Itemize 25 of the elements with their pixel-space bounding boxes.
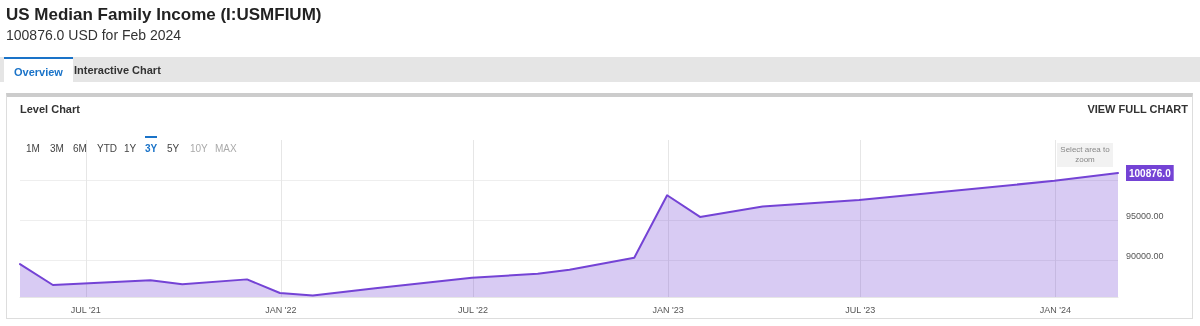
annotation: 3M	[50, 143, 64, 154]
chart-title: US Median Family Income (I:USMFIUM)	[6, 5, 322, 25]
x-tick-label: JUL '21	[70, 304, 101, 315]
annotation: 100876.0	[1129, 167, 1172, 179]
annotation: 6M	[73, 143, 87, 154]
text: Level Chart	[20, 103, 80, 115]
annotation: 10Y	[190, 143, 208, 154]
x-tick-label: JUL '23	[845, 304, 876, 315]
text: Interactive Chart	[73, 63, 162, 78]
annotation: YTD	[97, 143, 117, 154]
chart-subtitle: 100876.0 USD for Feb 2024	[6, 27, 182, 43]
y-tick-label: 90000.00	[1126, 250, 1164, 261]
text: Overview	[4, 57, 73, 82]
y-tick-label: 95000.00	[1126, 210, 1164, 221]
annotation: 1Y	[124, 143, 137, 154]
x-tick-label: JAN '22	[265, 304, 297, 315]
x-tick-label: JAN '23	[652, 304, 684, 315]
x-tick-label: JAN '24	[1039, 304, 1072, 315]
annotation: Select area to zoom	[1057, 143, 1113, 167]
annotation: MAX	[215, 143, 237, 154]
annotation: 3Y	[145, 136, 158, 154]
text: VIEW FULL CHART	[1087, 103, 1188, 115]
x-tick-label: JUL '22	[458, 304, 488, 315]
annotation: 5Y	[167, 143, 180, 154]
annotation: 1M	[26, 143, 40, 154]
